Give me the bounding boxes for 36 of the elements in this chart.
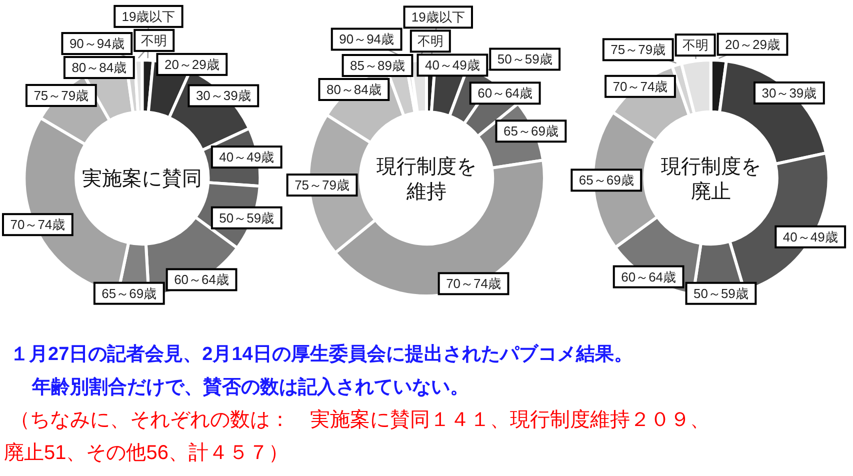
slice-label: 80～84歳	[326, 82, 382, 97]
slice-label: 20～29歳	[164, 56, 220, 72]
slice-label: 20～29歳	[725, 36, 780, 52]
slice-label: 40～49歳	[424, 58, 480, 73]
slice-label: 50～59歳	[219, 210, 274, 226]
slice-label: 40～49歳	[219, 150, 274, 165]
slice-label: 70～74歳	[446, 276, 501, 292]
slice-label: 不明	[682, 38, 708, 53]
slice-label: 60～64歳	[478, 86, 533, 101]
slice-label: 70～74歳	[10, 217, 66, 232]
notes: １月27日の記者会見、2月14日の厚生委員会に提出されたパブコメ結果。 年齢別割合だけで、賛否の数は記入されていない。 （ちなみに、それぞれの数は： 実施案に賛同１４１、現行制度維持２０９、 廃止51、その他56、計４５７）	[4, 344, 710, 464]
slice-label: 30～39歳	[762, 85, 817, 100]
slice-label: 50～59歳	[694, 286, 748, 301]
slice-label: 75～79歳	[34, 88, 89, 103]
slice-label: 90～94歳	[339, 32, 394, 47]
slice-label: 60～64歳	[621, 269, 676, 284]
slice-label: 75～79歳	[294, 178, 350, 193]
slice-label: 19歳以下	[122, 8, 176, 24]
slice-label: 90～94歳	[69, 36, 124, 52]
slice-label: 不明	[141, 32, 168, 48]
slice-label: 60～64歳	[174, 272, 230, 288]
slice-label: 40～49歳	[782, 229, 838, 244]
slice-label: 65～69歳	[578, 172, 634, 188]
text: 実施案に賛同	[82, 167, 202, 190]
slice-label: 70～74歳	[612, 78, 668, 94]
slice-label: 50～59歳	[497, 52, 552, 67]
text: 現行制度を廃止	[660, 156, 761, 203]
text: 現行制度を維持	[376, 156, 476, 203]
slice-label: 19歳以下	[411, 10, 465, 25]
slice-label: 65～69歳	[504, 124, 558, 139]
slice-label: 75～79歳	[610, 42, 666, 58]
slice-label: 30～39歳	[196, 88, 251, 104]
slice-label: 80～84歳	[72, 60, 127, 76]
slice-label: 85～89歳	[350, 58, 405, 73]
slice-label: 65～69歳	[102, 286, 157, 301]
slice-label: 不明	[417, 34, 444, 49]
